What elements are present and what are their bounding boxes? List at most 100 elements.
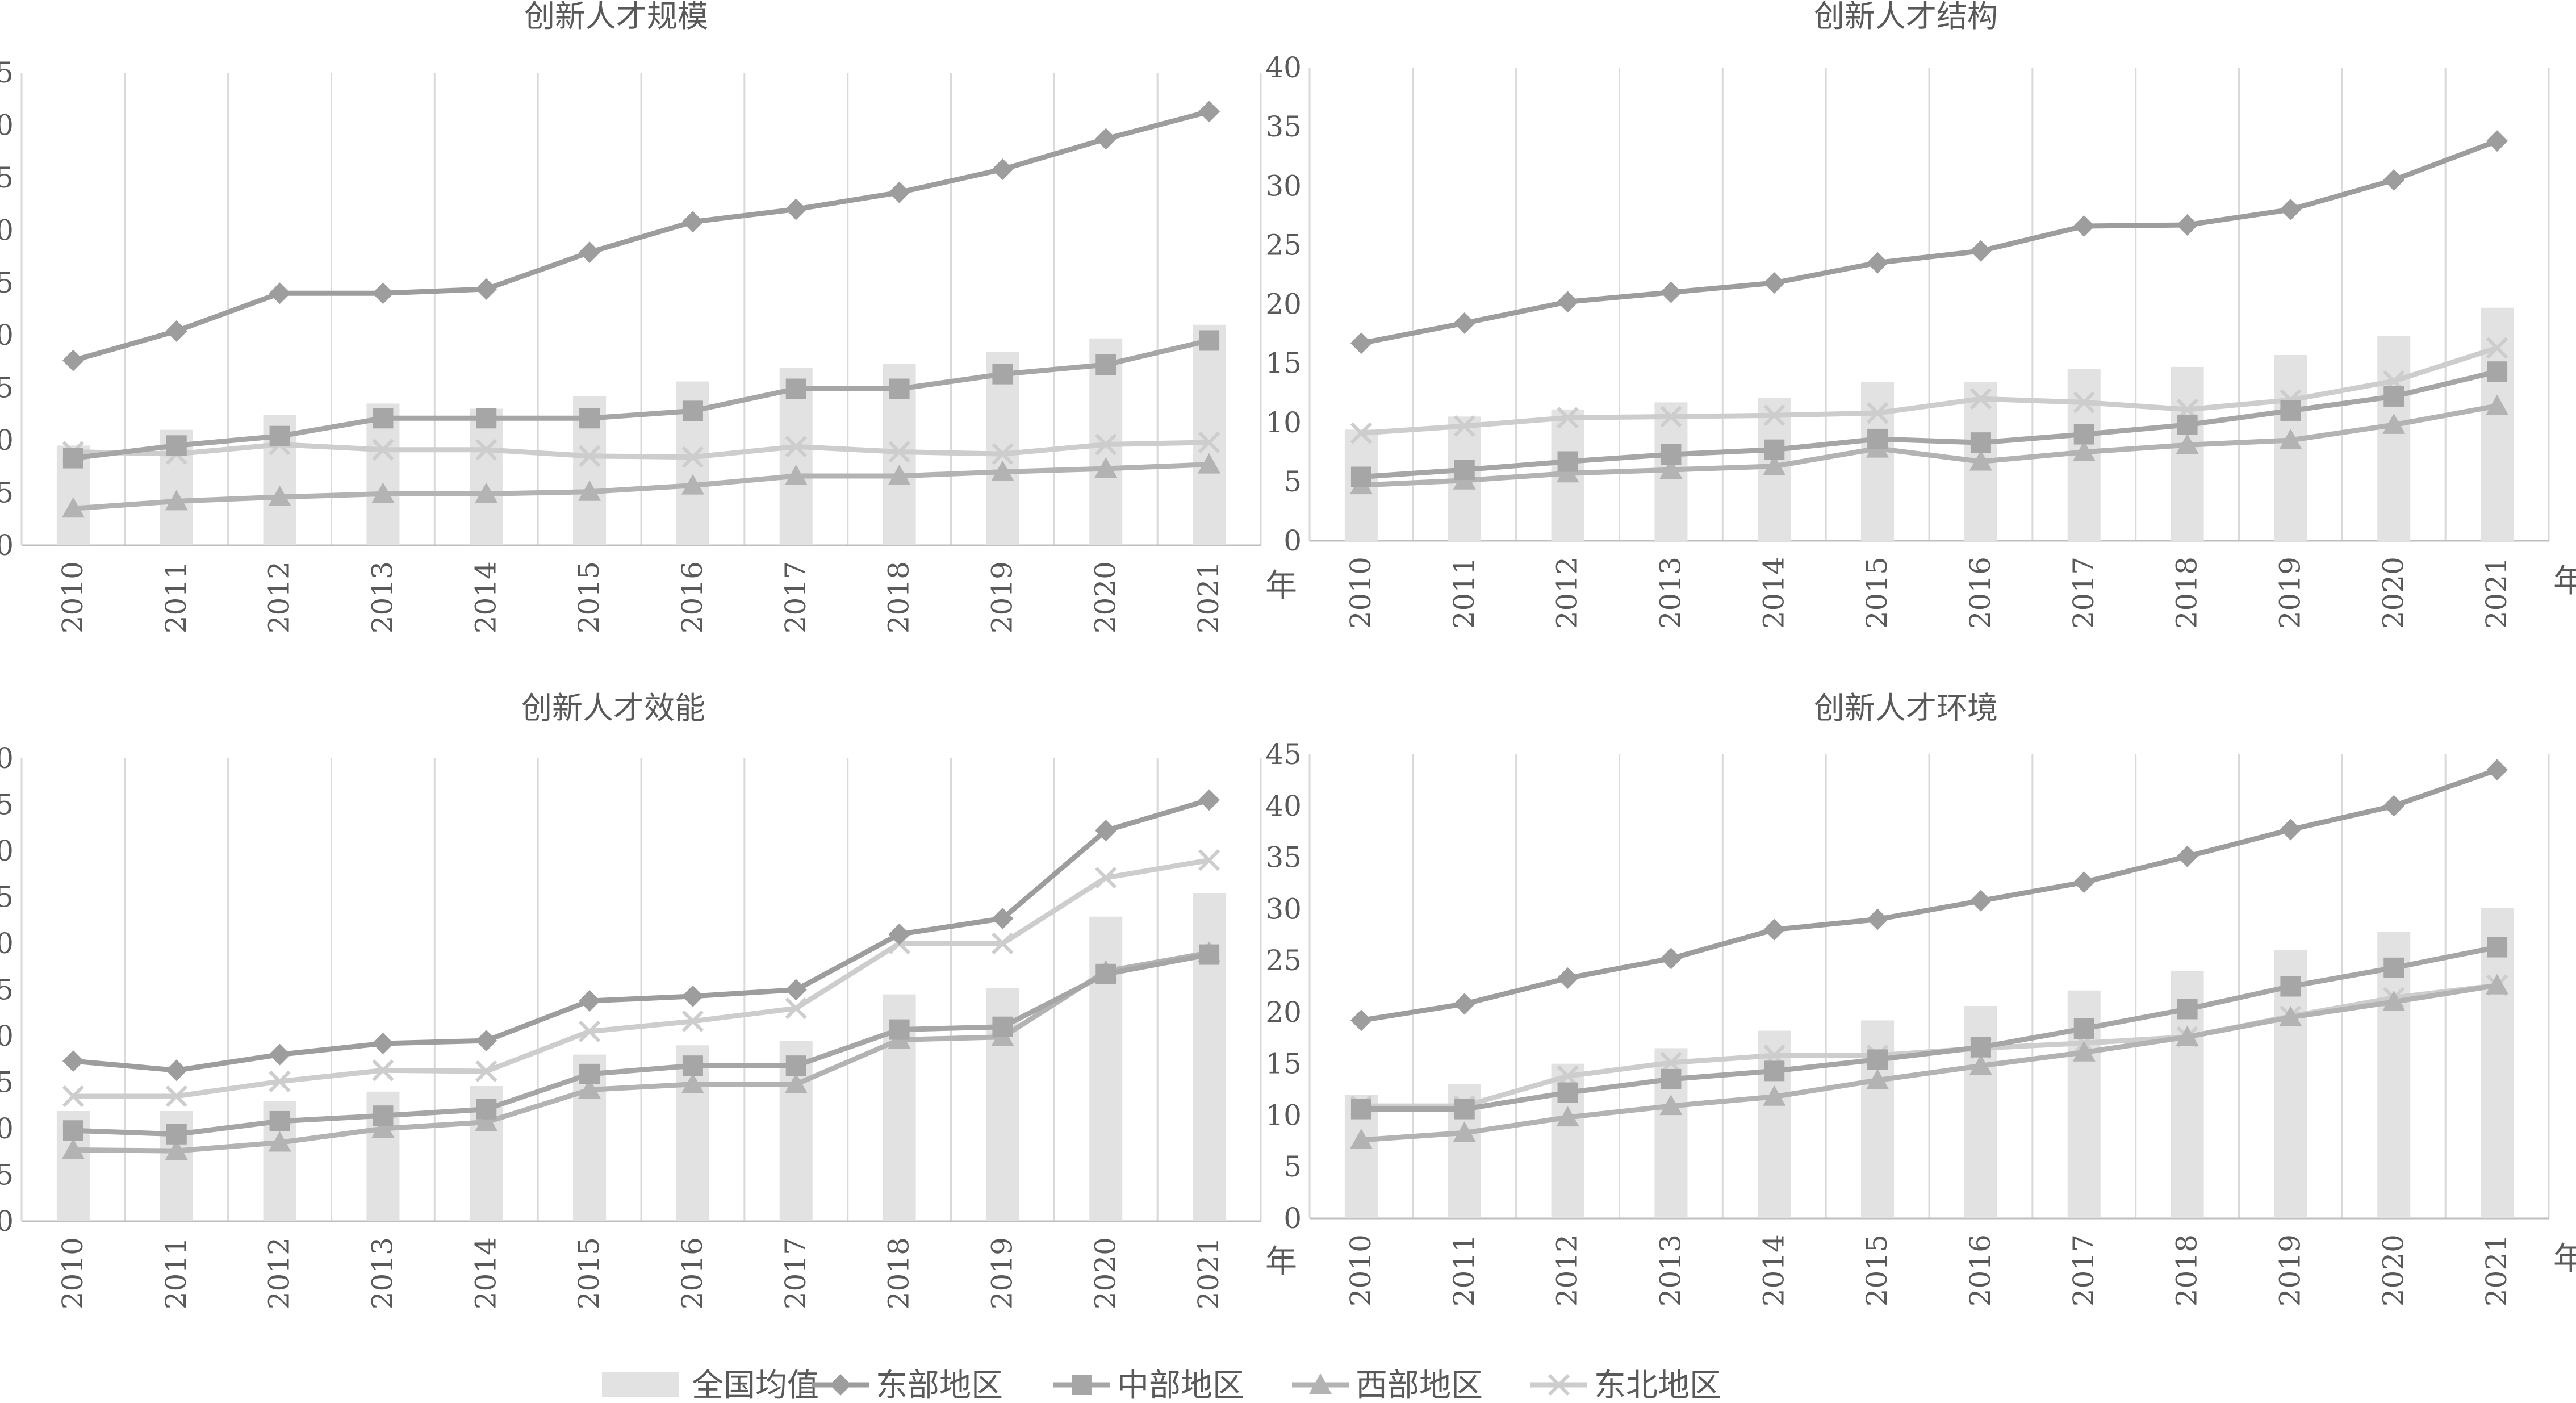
- point-marker: [992, 1016, 1013, 1037]
- x-tick-label: 2011: [160, 1237, 193, 1309]
- point-marker: [371, 482, 395, 503]
- point-marker: [165, 490, 188, 511]
- point-marker: [1453, 993, 1475, 1015]
- series-square: [62, 330, 1220, 469]
- x-tick-label: 2021: [1192, 561, 1225, 633]
- y-tick-label: 20: [0, 319, 14, 352]
- point-marker: [1659, 1095, 1683, 1116]
- point-marker: [2176, 1025, 2199, 1046]
- point-marker: [1867, 908, 1889, 930]
- point-marker: [1557, 1082, 1578, 1103]
- point-marker: [1764, 439, 1785, 460]
- legend-item: 中部地区: [1053, 1367, 1244, 1403]
- point-marker: [2487, 937, 2508, 958]
- point-marker: [681, 985, 704, 1007]
- x-tick-label: 2015: [1860, 557, 1893, 629]
- point-marker: [785, 378, 806, 399]
- y-tick-label: 10: [0, 1112, 14, 1145]
- chart-title: 创新人才结构: [1814, 0, 1998, 34]
- point-marker: [992, 907, 1014, 929]
- legend-label: 中部地区: [1117, 1367, 1244, 1400]
- x-tick-label: 2015: [572, 561, 605, 633]
- y-tick-label: 5: [1283, 1150, 1302, 1183]
- point-marker: [681, 1072, 704, 1093]
- bar: [1193, 324, 1226, 545]
- point-marker: [1095, 820, 1117, 842]
- point-marker: [1970, 432, 1991, 453]
- series-line: [73, 797, 1210, 1073]
- point-marker: [2486, 759, 2508, 781]
- point-marker: [2383, 386, 2404, 407]
- y-tick-label: 0: [1283, 1202, 1302, 1235]
- point-marker: [2280, 198, 2302, 220]
- y-tick-label: 10: [1265, 1099, 1302, 1131]
- series-line: [1361, 945, 2498, 1112]
- point-marker: [2486, 337, 2508, 359]
- chart-panel-3: 创新人才效能 0 5 10 15 20 25 30 35 40 45 50 2010 2011 2012 20…: [0, 690, 1297, 1309]
- y-tick-label: 5: [1283, 465, 1302, 498]
- series-line: [73, 952, 1210, 1137]
- point-marker: [579, 990, 601, 1012]
- bar: [470, 408, 503, 545]
- x-tick-label: 2010: [1344, 1234, 1377, 1306]
- legend-marker: [1309, 1373, 1332, 1394]
- legend-label: 东部地区: [876, 1367, 1003, 1400]
- point-marker: [682, 400, 703, 421]
- point-marker: [2073, 424, 2094, 445]
- point-marker: [1557, 967, 1579, 989]
- point-marker: [1660, 406, 1682, 428]
- point-marker: [1763, 1085, 1786, 1106]
- point-marker: [991, 460, 1014, 481]
- x-tick-label: 2020: [1089, 1237, 1122, 1309]
- point-marker: [476, 408, 497, 429]
- x-tick-label: 2014: [1757, 557, 1790, 629]
- chart-panel-4: 创新人才环境 0 5 10 15 20 25 30 35 40 45 2010 2011 2012 2013…: [1265, 690, 2576, 1306]
- y-tick-label: 40: [0, 834, 14, 867]
- legend-marker: [1548, 1373, 1570, 1396]
- point-marker: [1095, 128, 1117, 150]
- point-marker: [165, 320, 187, 342]
- y-tick-label: 30: [1265, 169, 1302, 202]
- y-tick-label: 35: [1265, 110, 1302, 143]
- x-tick-label: 2011: [160, 561, 193, 633]
- y-tick-label: 0: [0, 1205, 14, 1238]
- point-marker: [165, 1059, 187, 1082]
- point-marker: [2383, 795, 2405, 817]
- point-marker: [888, 464, 911, 485]
- point-marker: [888, 181, 910, 203]
- y-tick-label: 10: [0, 424, 14, 457]
- y-tick-label: 5: [0, 477, 14, 510]
- y-tick-label: 25: [1265, 944, 1302, 977]
- point-marker: [1557, 291, 1579, 313]
- y-tick-label: 30: [1265, 892, 1302, 925]
- x-tick-label: 2011: [1448, 557, 1481, 629]
- bar: [2481, 908, 2514, 1218]
- point-marker: [1969, 240, 1992, 262]
- point-marker: [268, 485, 291, 506]
- point-marker: [372, 1059, 394, 1082]
- series-triangle: [1349, 394, 2509, 495]
- point-marker: [165, 1085, 187, 1108]
- x-tick-label: 2019: [985, 561, 1018, 633]
- x-tick-label: 2020: [2377, 1234, 2410, 1306]
- point-marker: [785, 1055, 806, 1076]
- point-marker: [62, 1120, 83, 1141]
- point-marker: [61, 497, 85, 518]
- x-tick-label: 2020: [2377, 557, 2410, 629]
- y-tick-label: 35: [0, 161, 14, 194]
- point-marker: [1199, 330, 1220, 351]
- point-marker: [1763, 918, 1785, 941]
- x-tick-label: 2015: [572, 1237, 605, 1309]
- x-tick-label: 2017: [2067, 1234, 2100, 1306]
- point-marker: [2383, 957, 2404, 978]
- y-tick-label: 45: [0, 788, 14, 821]
- x-tick-label: 2018: [2171, 557, 2203, 629]
- x-tick-label: 2017: [779, 561, 812, 633]
- point-marker: [269, 1110, 290, 1131]
- point-marker: [1556, 1106, 1579, 1127]
- point-marker: [888, 441, 910, 463]
- y-tick-label: 40: [0, 108, 14, 141]
- series-line: [73, 857, 1210, 1099]
- y-tick-label: 40: [1265, 51, 1302, 84]
- y-tick-label: 0: [0, 529, 14, 562]
